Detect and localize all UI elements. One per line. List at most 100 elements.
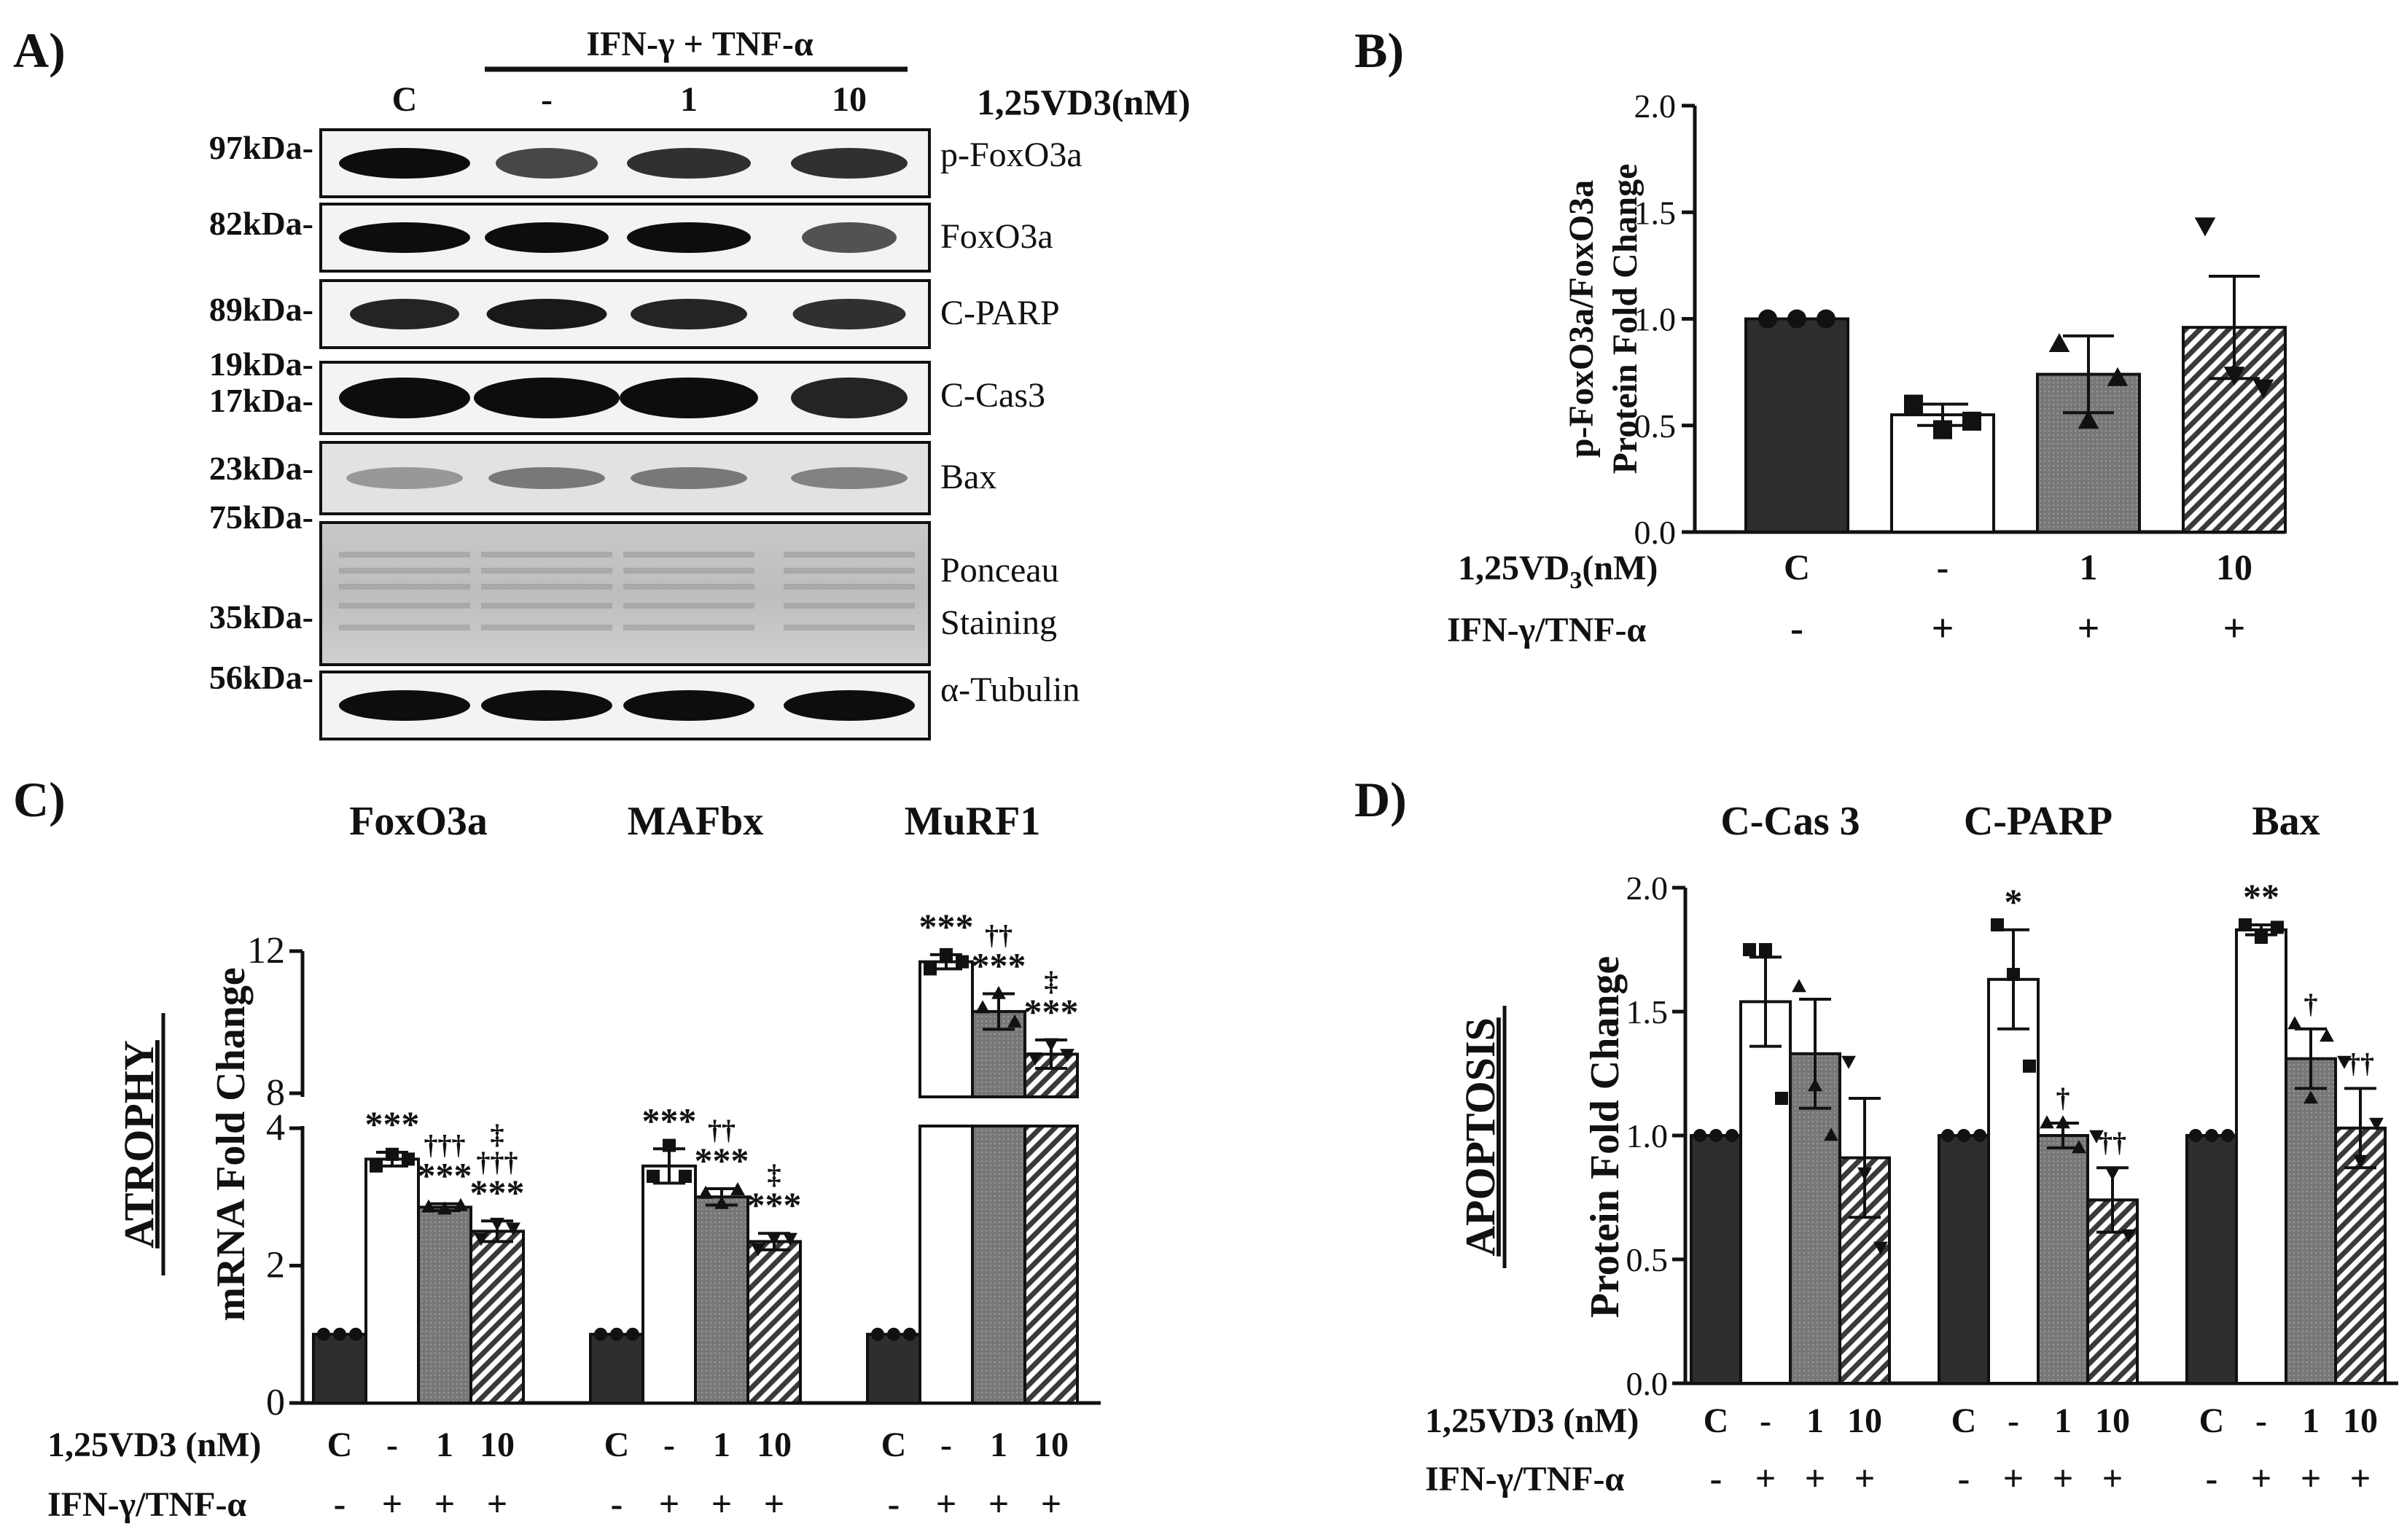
treatment-sign: - [2206, 1458, 2218, 1498]
data-point [1857, 1167, 1872, 1181]
data-point [370, 1159, 383, 1173]
x-tick-label: C [327, 1426, 353, 1464]
data-point [2369, 1117, 2384, 1131]
protein-band [784, 690, 915, 721]
data-point [1904, 394, 1923, 414]
treatment-sign: + [2078, 606, 2100, 650]
x-tick-label: 10 [1847, 1402, 1882, 1440]
kda-label: 56kDa- [209, 659, 313, 696]
treatment-sign: + [487, 1483, 508, 1524]
blot-strip [319, 441, 931, 515]
data-point [2287, 1016, 2302, 1030]
ponceau-band [784, 603, 915, 609]
bar [1023, 1125, 1079, 1404]
treatment-header: IFN-γ + TNF-α [586, 25, 813, 63]
protein-band [488, 467, 605, 489]
blot-label: Bax [940, 458, 996, 496]
data-point [1957, 1129, 1970, 1142]
bar [1744, 317, 1849, 533]
data-point [730, 1182, 745, 1196]
bar [866, 1332, 921, 1404]
data-point [2007, 968, 2020, 981]
protein-band [627, 222, 751, 253]
chart-b: 0.0 0.5 1.0 1.5 2.0 p-FoxO3a/FoxO3a Protein Fo… [1447, 87, 2287, 650]
data-point [2320, 1028, 2334, 1042]
treatment-sign: + [2301, 1458, 2322, 1498]
x-tick-label: - [2255, 1402, 2267, 1440]
x-tick-label: 1 [2080, 547, 2098, 587]
blot-label: Ponceau [940, 551, 1059, 590]
x-tick-label: 10 [2343, 1402, 2378, 1440]
blot-label: p-FoxO3a [940, 136, 1082, 174]
significance-mark: † [2056, 1083, 2070, 1114]
x-tick-label: C [881, 1426, 907, 1464]
protein-band [792, 299, 906, 329]
treatment-sign: + [1932, 606, 1954, 650]
protein-band [791, 148, 908, 179]
data-point [1933, 420, 1952, 439]
significance-mark: *** [747, 1184, 802, 1225]
data-point [1759, 943, 1772, 956]
y-tick-label: 2.0 [1626, 869, 1669, 907]
data-point [1973, 1129, 1986, 1142]
y-axis-label: mRNA Fold Change [208, 967, 254, 1321]
treatment-sign: + [1805, 1458, 1826, 1498]
protein-band [481, 690, 612, 721]
data-point [2353, 1154, 2368, 1168]
ponceau-band [784, 552, 915, 558]
data-point [2072, 1140, 2086, 1154]
protein-band [339, 690, 470, 721]
data-point [2337, 1055, 2352, 1069]
ponceau-band [623, 552, 754, 558]
y-tick-label: 8 [266, 1072, 285, 1114]
bar [971, 1125, 1026, 1404]
bar [589, 1332, 644, 1404]
panel-label-b: B) [1354, 23, 1404, 78]
significance-mark: †† [985, 921, 1013, 951]
protein-band [474, 378, 620, 418]
lane-label-c: C [392, 80, 418, 119]
treatment-sign: - [888, 1483, 900, 1524]
data-point [2040, 1115, 2054, 1129]
bar [918, 1125, 974, 1404]
chart-c: 0 2 48 12 ATROPHY mRNA Fold Change 1,25VD3 (nM… [47, 799, 1115, 1524]
data-point [506, 1222, 520, 1236]
significance-mark: ‡ [491, 1119, 504, 1150]
data-point [2252, 379, 2274, 399]
kda-label: 17kDa- [209, 382, 313, 419]
data-point [2078, 410, 2099, 429]
y-tick-label: 1.5 [1626, 993, 1669, 1031]
data-point [975, 1000, 990, 1014]
significance-mark: *** [470, 1172, 525, 1213]
protein-band [791, 378, 908, 418]
data-point [2271, 921, 2284, 934]
data-point [2303, 1090, 2318, 1104]
ponceau-band [339, 552, 470, 558]
section-label: APOPTOSIS [1456, 1017, 1504, 1256]
data-point [647, 1169, 660, 1183]
ponceau-band [339, 568, 470, 574]
ponceau-band [623, 568, 754, 574]
data-point [2056, 1115, 2070, 1129]
protein-band [627, 148, 751, 179]
data-point [594, 1327, 607, 1341]
x-tick-label: C [2199, 1402, 2225, 1440]
data-point [1044, 1038, 1058, 1052]
treatment-sign: + [2350, 1458, 2371, 1498]
y-axis-label: p-FoxO3a/FoxO3a [1562, 180, 1601, 458]
x-tick-label: - [1937, 547, 1949, 587]
significance-mark: †† [708, 1115, 736, 1146]
y-tick-label: 0 [266, 1382, 285, 1423]
significance-mark: *** [642, 1100, 697, 1141]
data-point [2223, 367, 2245, 386]
treatment-sign: + [2102, 1458, 2123, 1498]
group-name: C-PARP [1964, 799, 2113, 844]
treatment-sign: + [988, 1483, 1010, 1524]
data-point [1787, 309, 1806, 329]
treatment-sign: - [1790, 606, 1803, 650]
ponceau-band [481, 603, 612, 609]
data-point [1817, 309, 1836, 329]
ponceau-band [784, 584, 915, 590]
data-point [453, 1197, 468, 1211]
data-point [2121, 1229, 2136, 1243]
